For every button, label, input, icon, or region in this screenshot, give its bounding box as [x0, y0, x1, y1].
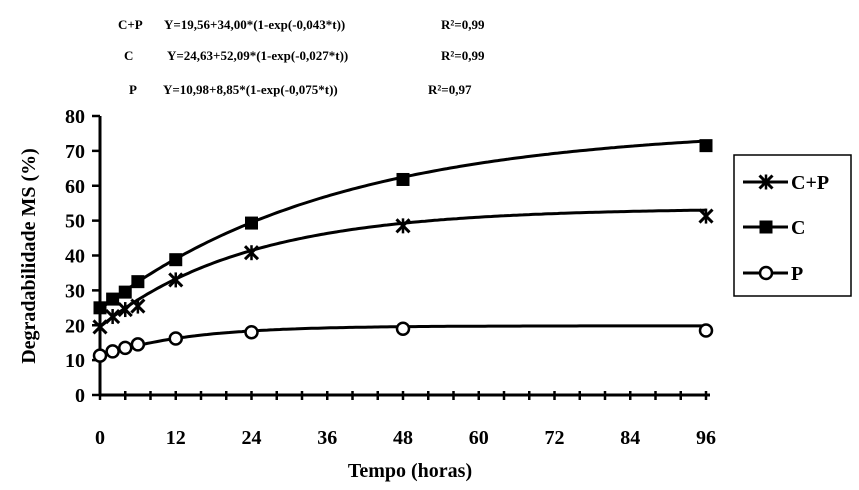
data-point-cpp	[92, 319, 108, 335]
equation-r2-c: R²=0,99	[441, 48, 485, 63]
data-point-p	[118, 340, 133, 356]
equation-formula-c: Y=24,63+52,09*(1-exp(-0,027*t))	[167, 48, 348, 63]
x-axis-title: Tempo (horas)	[348, 460, 472, 482]
x-tick-label: 72	[545, 427, 565, 449]
data-point-p	[130, 337, 146, 352]
x-tick-label: 96	[696, 427, 716, 449]
data-point-cpp	[395, 218, 411, 234]
data-point-c	[169, 253, 183, 267]
y-tick-label: 40	[65, 246, 85, 268]
data-point-c	[118, 285, 132, 299]
legend-label-c: C	[791, 217, 805, 239]
legend: C+P C P	[733, 154, 852, 297]
data-point-c	[131, 275, 145, 289]
y-tick-label: 10	[65, 350, 85, 372]
legend-label-cpp: C+P	[791, 172, 829, 194]
data-point-p	[92, 348, 108, 363]
data-point-p	[105, 344, 120, 359]
y-tick-label: 30	[65, 280, 85, 302]
x-tick-label: 84	[620, 427, 640, 449]
data-point-p	[168, 331, 183, 346]
data-point-cpp	[130, 298, 146, 314]
data-point-cpp	[168, 272, 184, 288]
y-axis-tick-labels: 0 10 20 30 40 50 60 70 80	[65, 106, 85, 407]
y-tick-label: 60	[65, 176, 85, 198]
x-tick-label: 0	[95, 427, 105, 449]
data-point-p	[698, 323, 714, 338]
equation-label-cp: C+P	[118, 17, 143, 32]
legend-marker-c	[759, 220, 773, 234]
y-tick-label: 50	[65, 211, 85, 233]
x-tick-label: 24	[242, 427, 262, 449]
series-layer	[92, 139, 714, 363]
x-tick-label: 48	[393, 427, 413, 449]
y-tick-label: 70	[65, 141, 85, 163]
data-point-cpp	[117, 301, 133, 318]
x-tick-label: 36	[317, 427, 337, 449]
x-tick-label: 12	[166, 427, 186, 449]
equation-formula-cp: Y=19,56+34,00*(1-exp(-0,043*t))	[164, 17, 345, 32]
data-point-cpp	[698, 208, 714, 224]
data-point-cpp	[105, 308, 121, 325]
data-point-c	[699, 139, 713, 153]
y-axis-ticks	[92, 114, 100, 397]
y-axis-title: Degradabilidade MS (%)	[18, 148, 40, 364]
x-tick-label: 60	[469, 427, 489, 449]
x-axis-ticks	[98, 391, 708, 400]
y-tick-label: 0	[75, 385, 85, 407]
data-point-c	[245, 216, 258, 230]
y-tick-label: 80	[65, 106, 85, 128]
equations-block: C+P Y=19,56+34,00*(1-exp(-0,043*t)) R²=0…	[118, 17, 485, 97]
equation-label-p: P	[129, 82, 137, 97]
data-point-c	[106, 292, 120, 306]
legend-marker-cpp	[758, 174, 774, 190]
data-point-c	[93, 301, 107, 315]
y-tick-label: 20	[65, 315, 85, 337]
x-axis-tick-labels: 0 12 24 36 48 60 72 84 96	[95, 427, 716, 449]
legend-label-p: P	[791, 263, 803, 285]
data-point-c	[396, 172, 410, 186]
data-point-p	[244, 324, 259, 340]
equation-formula-p: Y=10,98+8,85*(1-exp(-0,075*t))	[163, 82, 338, 97]
equation-label-c: C	[124, 48, 133, 63]
data-point-p	[395, 321, 411, 336]
equation-r2-p: R²=0,97	[428, 82, 472, 97]
equation-r2-cp: R²=0,99	[441, 17, 485, 32]
data-point-cpp	[243, 245, 260, 261]
legend-marker-p	[758, 265, 774, 281]
